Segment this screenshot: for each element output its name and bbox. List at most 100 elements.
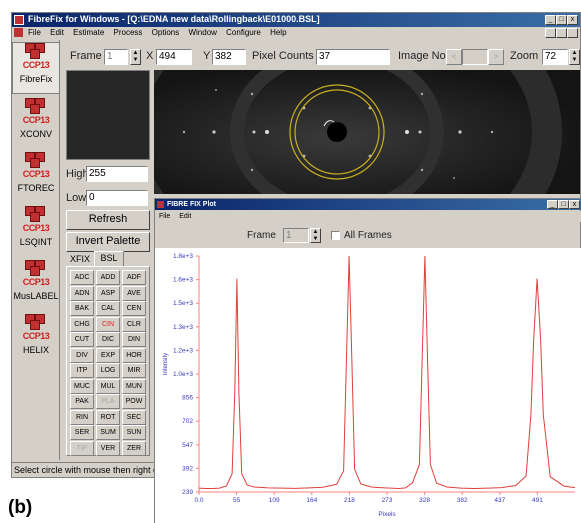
plot-maximize-button[interactable]: □ xyxy=(558,200,569,209)
doc-restore-button[interactable] xyxy=(556,28,567,38)
command-button-ave[interactable]: AVE xyxy=(122,285,146,301)
command-button-mir[interactable]: MIR xyxy=(122,363,146,378)
app-ftorec[interactable]: CCP13 FTOREC xyxy=(12,152,60,193)
x-label: X xyxy=(146,50,154,62)
image-no-field[interactable] xyxy=(462,49,488,65)
plot-minimize-button[interactable]: _ xyxy=(547,200,558,209)
y-label: Y xyxy=(203,50,211,62)
command-button-sec[interactable]: SEC xyxy=(122,409,146,425)
command-button-itp[interactable]: ITP xyxy=(70,363,94,378)
plot-menu-edit[interactable]: Edit xyxy=(179,213,192,220)
app-label: FibreFix xyxy=(19,74,53,84)
figure-label: (b) xyxy=(8,497,33,518)
close-button[interactable]: x xyxy=(567,15,578,25)
ccp13-logo-icon: CCP13 xyxy=(21,260,51,290)
plot-frame-field[interactable]: 1 xyxy=(283,228,309,243)
image-next-button[interactable]: > xyxy=(488,49,504,65)
command-button-adn[interactable]: ADN xyxy=(70,285,94,301)
app-fibrefix[interactable]: CCP13 FibreFix xyxy=(12,42,60,94)
invert-palette-button[interactable]: Invert Palette xyxy=(66,232,150,252)
plot-frame-label: Frame xyxy=(247,230,276,241)
frame-stepper[interactable]: ▲ ▼ xyxy=(130,49,141,65)
refresh-button[interactable]: Refresh xyxy=(66,210,150,230)
command-button-pak[interactable]: PAK xyxy=(70,394,94,409)
ccp13-logo-icon: CCP13 xyxy=(21,314,51,344)
plot-area: 239 392 547 702 856 1.0e+3 1.2e+3 1.3e+3 1.5e+3 1… xyxy=(155,248,581,523)
menu-estimate[interactable]: Estimate xyxy=(73,28,105,37)
tab-bsl[interactable]: BSL xyxy=(94,251,124,266)
y-tick-label: 547 xyxy=(182,442,193,449)
menu-file[interactable]: File xyxy=(28,28,41,37)
command-button-rin[interactable]: RIN xyxy=(70,409,94,425)
menu-options[interactable]: Options xyxy=(151,28,180,37)
menu-help[interactable]: Help xyxy=(270,28,287,37)
frame-field[interactable]: 1 xyxy=(104,49,128,65)
command-button-tip[interactable]: TIP xyxy=(70,440,94,456)
zoom-stepper[interactable]: ▲ ▼ xyxy=(569,49,580,65)
command-button-clr[interactable]: CLR xyxy=(122,316,146,332)
zoom-field[interactable]: 72 xyxy=(542,49,568,65)
diffraction-image-view[interactable] xyxy=(154,70,580,194)
app-lsqint[interactable]: CCP13 LSQINT xyxy=(12,206,60,247)
app-helix[interactable]: CCP13 HELIX xyxy=(12,314,60,355)
doc-icon xyxy=(14,28,23,37)
command-button-div[interactable]: DIV xyxy=(70,347,94,363)
command-button-sun[interactable]: SUN xyxy=(122,425,146,440)
app-label: XCONV xyxy=(19,129,52,139)
command-button-bak[interactable]: BAK xyxy=(70,301,94,316)
command-button-rot[interactable]: ROT xyxy=(96,409,120,425)
app-label: MusLABEL xyxy=(13,291,59,301)
x-tick-label: 437 xyxy=(494,497,505,504)
command-button-add[interactable]: ADD xyxy=(96,270,120,285)
command-button-mun[interactable]: MUN xyxy=(122,378,146,394)
doc-minimize-button[interactable] xyxy=(545,28,556,38)
menu-process[interactable]: Process xyxy=(113,28,143,37)
main-menu-bar: File Edit Estimate Process Options Windo… xyxy=(12,27,580,39)
command-button-hor[interactable]: HOR xyxy=(122,347,146,363)
minimize-button[interactable]: _ xyxy=(545,15,556,25)
command-button-muc[interactable]: MUC xyxy=(70,378,94,394)
menu-configure[interactable]: Configure xyxy=(226,28,261,37)
doc-close-button[interactable] xyxy=(567,28,578,38)
command-button-adf[interactable]: ADF xyxy=(122,270,146,285)
high-field[interactable]: 255 xyxy=(86,166,148,182)
plot-close-button[interactable]: x xyxy=(569,200,580,209)
command-button-cut[interactable]: CUT xyxy=(70,332,94,347)
command-button-cen[interactable]: CEN xyxy=(122,301,146,316)
x-tick-label: 109 xyxy=(269,497,280,504)
command-button-sum[interactable]: SUM xyxy=(96,425,120,440)
command-button-asp[interactable]: ASP xyxy=(96,285,120,301)
command-button-din[interactable]: DIN xyxy=(122,332,146,347)
command-button-zer[interactable]: ZER xyxy=(122,440,146,456)
app-muslabel[interactable]: CCP13 MusLABEL xyxy=(12,260,60,301)
all-frames-checkbox[interactable] xyxy=(331,231,340,240)
low-label: Low xyxy=(66,192,87,204)
command-button-log[interactable]: LOG xyxy=(96,363,120,378)
tab-xfix[interactable]: XFIX xyxy=(69,254,90,264)
plot-frame-stepper[interactable]: ▲ ▼ xyxy=(310,228,321,243)
command-button-cin[interactable]: CIN xyxy=(96,316,120,332)
maximize-button[interactable]: □ xyxy=(556,15,567,25)
y-tick-label: 1.2e+3 xyxy=(173,347,193,354)
command-button-dic[interactable]: DIC xyxy=(96,332,120,347)
command-button-mul[interactable]: MUL xyxy=(96,378,120,394)
menu-edit[interactable]: Edit xyxy=(50,28,64,37)
command-button-pow[interactable]: POW xyxy=(122,394,146,409)
command-button-pla[interactable]: PLA xyxy=(96,394,120,409)
plot-menu-file[interactable]: File xyxy=(159,213,171,220)
y-tick-label: 1.3e+3 xyxy=(173,324,193,331)
command-button-chg[interactable]: CHG xyxy=(70,316,94,332)
low-field[interactable]: 0 xyxy=(86,190,148,206)
menu-window[interactable]: Window xyxy=(188,28,217,37)
command-button-adc[interactable]: ADC xyxy=(70,270,94,285)
app-label: FTOREC xyxy=(17,183,55,193)
palette-preview xyxy=(66,70,150,160)
command-button-ver[interactable]: VER xyxy=(96,440,120,456)
pixel-counts-label: Pixel Counts xyxy=(252,50,314,62)
command-button-ser[interactable]: SER xyxy=(70,425,94,440)
command-button-exp[interactable]: EXP xyxy=(96,347,120,363)
app-xconv[interactable]: CCP13 XCONV xyxy=(12,98,60,139)
image-prev-button[interactable]: < xyxy=(446,49,462,65)
y-tick-label: 1.0e+3 xyxy=(173,371,193,378)
command-button-cal[interactable]: CAL xyxy=(96,301,120,316)
